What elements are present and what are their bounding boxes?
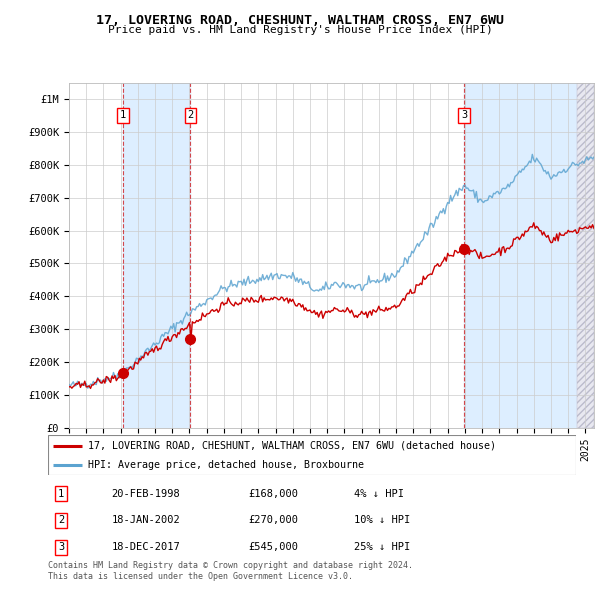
Text: 2: 2 <box>187 110 193 120</box>
Text: This data is licensed under the Open Government Licence v3.0.: This data is licensed under the Open Gov… <box>48 572 353 581</box>
Text: 10% ↓ HPI: 10% ↓ HPI <box>354 515 410 525</box>
Bar <box>464 83 577 428</box>
Text: 4% ↓ HPI: 4% ↓ HPI <box>354 489 404 499</box>
Text: 20-FEB-1998: 20-FEB-1998 <box>112 489 180 499</box>
Text: £270,000: £270,000 <box>248 515 299 525</box>
Text: 17, LOVERING ROAD, CHESHUNT, WALTHAM CROSS, EN7 6WU: 17, LOVERING ROAD, CHESHUNT, WALTHAM CRO… <box>96 14 504 27</box>
Text: HPI: Average price, detached house, Broxbourne: HPI: Average price, detached house, Brox… <box>88 460 364 470</box>
Text: 2: 2 <box>58 515 64 525</box>
Text: 25% ↓ HPI: 25% ↓ HPI <box>354 542 410 552</box>
Text: Price paid vs. HM Land Registry's House Price Index (HPI): Price paid vs. HM Land Registry's House … <box>107 25 493 35</box>
Text: 17, LOVERING ROAD, CHESHUNT, WALTHAM CROSS, EN7 6WU (detached house): 17, LOVERING ROAD, CHESHUNT, WALTHAM CRO… <box>88 441 496 451</box>
Text: £168,000: £168,000 <box>248 489 299 499</box>
Text: 18-DEC-2017: 18-DEC-2017 <box>112 542 180 552</box>
Text: 1: 1 <box>120 110 126 120</box>
Bar <box>577 83 594 428</box>
Text: 1: 1 <box>58 489 64 499</box>
Text: £545,000: £545,000 <box>248 542 299 552</box>
Bar <box>577 83 594 428</box>
Text: 3: 3 <box>461 110 467 120</box>
Bar <box>123 83 190 428</box>
Text: 3: 3 <box>58 542 64 552</box>
Text: 18-JAN-2002: 18-JAN-2002 <box>112 515 180 525</box>
Text: Contains HM Land Registry data © Crown copyright and database right 2024.: Contains HM Land Registry data © Crown c… <box>48 560 413 569</box>
